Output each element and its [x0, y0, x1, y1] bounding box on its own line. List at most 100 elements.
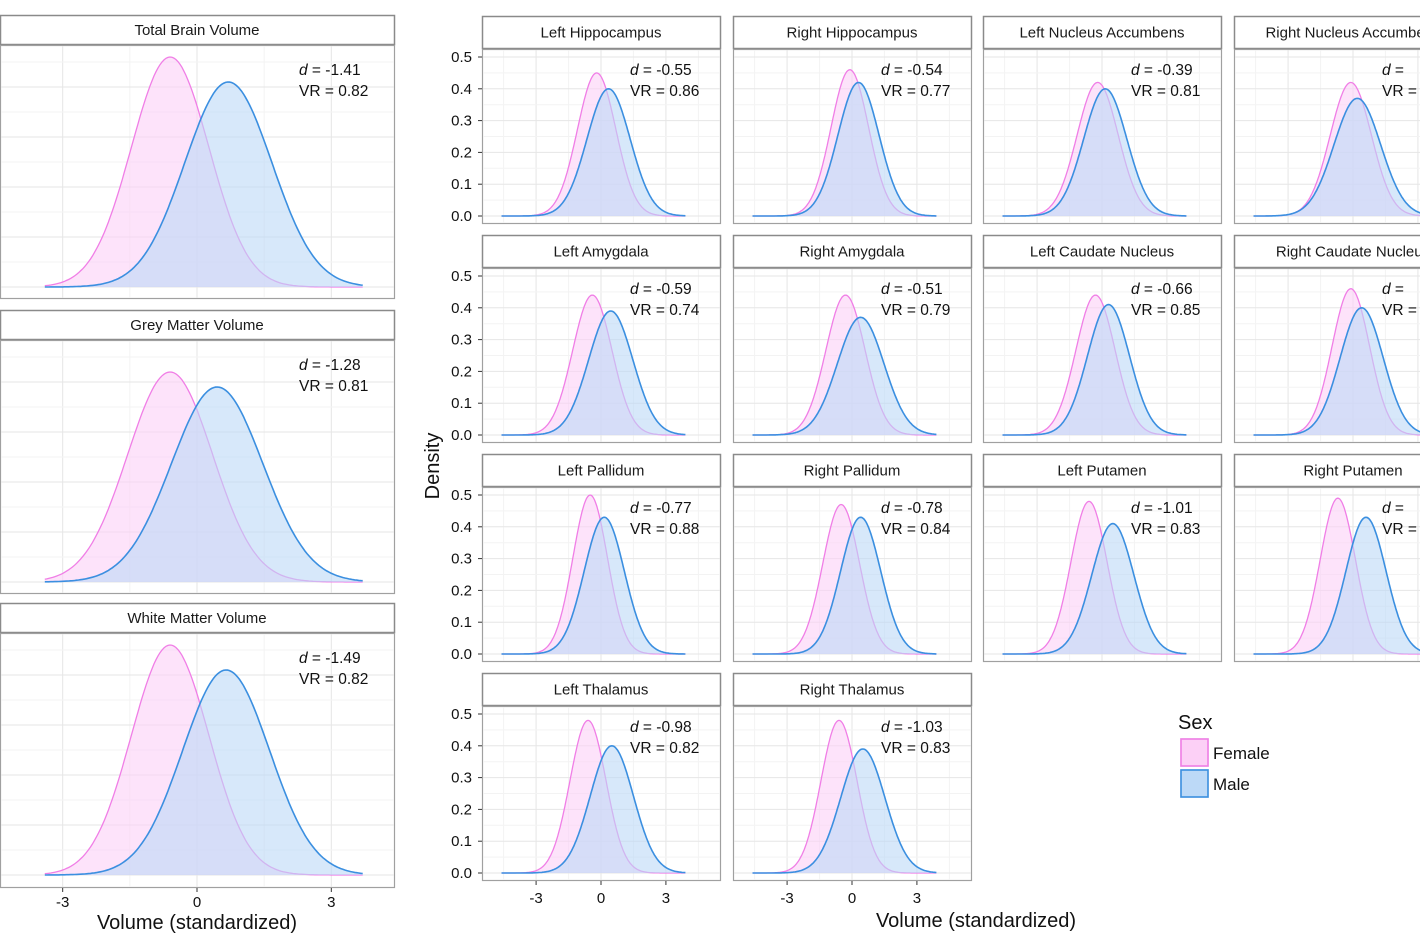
y-tick-label: 0.3 — [451, 332, 472, 349]
d-equals: = — [1391, 62, 1404, 79]
d-symbol: d — [881, 500, 891, 517]
cohens-d-label: d = — [1382, 500, 1404, 517]
d-symbol: d — [630, 500, 640, 517]
vr-value: 0.77 — [920, 83, 950, 100]
y-tick-label: 0.0 — [451, 865, 472, 882]
male-density-area — [1002, 304, 1187, 435]
cohens-d-label: d = -0.55 — [630, 62, 692, 79]
vr-prefix: VR = — [881, 521, 920, 538]
d-symbol: d — [299, 650, 309, 667]
vr-value: 0.82 — [338, 671, 368, 688]
facet-strip — [732, 15, 973, 50]
vr-value: 0.79 — [920, 302, 950, 319]
facet-panel: Left Thalamus d = -0.98 VR = 0.82 — [481, 672, 722, 882]
male-density-line — [752, 316, 937, 436]
y-tick-label: 0.1 — [451, 833, 472, 850]
male-density-area — [1253, 517, 1420, 654]
d-value: -0.54 — [907, 62, 943, 79]
d-equals: = — [890, 62, 908, 79]
d-value: -1.01 — [1157, 500, 1192, 517]
variance-ratio-label: VR = 0.81 — [299, 378, 368, 395]
facet-strip — [982, 234, 1223, 269]
facet-title: Left Nucleus Accumbens — [1019, 25, 1184, 42]
facet-strip — [1233, 234, 1420, 269]
d-value: -1.49 — [325, 650, 360, 667]
y-tick-label: 0.1 — [451, 614, 472, 631]
facet-title: Right Pallidum — [804, 463, 901, 480]
y-tick-label: 0.2 — [451, 582, 472, 599]
x-tick-label: 3 — [327, 894, 335, 911]
male-density-area — [44, 82, 363, 287]
y-tick-label: 0.1 — [451, 176, 472, 193]
male-density-line — [501, 310, 686, 436]
d-equals: = — [308, 62, 326, 79]
y-tick-label: 0.2 — [451, 363, 472, 380]
cohens-d-label: d = -0.54 — [881, 62, 943, 79]
d-value: -0.39 — [1157, 62, 1192, 79]
male-density-area — [752, 517, 937, 654]
variance-ratio-label: VR = — [1382, 521, 1417, 538]
y-tick-label: 0.4 — [451, 81, 472, 98]
d-equals: = — [308, 357, 326, 374]
variance-ratio-label: VR = 0.82 — [630, 740, 699, 757]
vr-prefix: VR = — [1382, 83, 1417, 100]
facet-title: Right Nucleus Accumbens — [1265, 25, 1420, 42]
d-symbol: d — [1131, 62, 1141, 79]
facet-strip — [0, 602, 396, 634]
facet-title: Left Caudate Nucleus — [1030, 244, 1174, 261]
vr-prefix: VR = — [881, 83, 920, 100]
facet-title: Right Amygdala — [799, 244, 905, 261]
d-symbol: d — [1382, 500, 1392, 517]
male-density-line — [1253, 97, 1420, 217]
male-density-area — [501, 311, 686, 435]
small-facets: Left Hippocampus d = -0.55 VR = 0.86 Right … — [481, 15, 1420, 882]
y-tick-label: 0.5 — [451, 487, 472, 504]
male-density-area — [501, 745, 686, 873]
vr-value: 0.74 — [669, 302, 700, 319]
male-density-area — [44, 387, 363, 582]
vr-value: 0.81 — [1170, 83, 1200, 100]
facet-title: Right Hippocampus — [787, 25, 918, 42]
facet-panel: Right Caudate Nucleus d = VR = — [1233, 234, 1420, 444]
d-value: -1.41 — [325, 62, 360, 79]
x-tick-label: -3 — [56, 894, 69, 911]
facet-panel: Left Amygdala d = -0.59 VR = 0.74 — [481, 234, 722, 444]
male-density-area — [752, 749, 937, 873]
facet-strip — [732, 672, 973, 707]
d-value: -0.66 — [1157, 281, 1192, 298]
male-density-line — [752, 516, 937, 655]
facet-strip — [481, 672, 722, 707]
cohens-d-label: d = -1.03 — [881, 719, 943, 736]
y-tick-label: 0.2 — [451, 144, 472, 161]
d-symbol: d — [1382, 281, 1392, 298]
x-tick-label: 3 — [662, 890, 670, 907]
variance-ratio-label: VR = 0.84 — [881, 521, 951, 538]
male-density-line — [44, 386, 363, 583]
d-symbol: d — [630, 281, 640, 298]
d-symbol: d — [299, 357, 309, 374]
cohens-d-label: d = -1.28 — [299, 357, 361, 374]
legend-swatch — [1180, 738, 1209, 767]
variance-ratio-label: VR = 0.81 — [1131, 83, 1200, 100]
vr-prefix: VR = — [1382, 521, 1417, 538]
cohens-d-label: d = -0.98 — [630, 719, 692, 736]
facet-strip — [1233, 15, 1420, 50]
facet-title: Grey Matter Volume — [130, 317, 263, 334]
y-tick-label: 0.3 — [451, 113, 472, 130]
vr-value: 0.82 — [338, 83, 368, 100]
legend-item-male: Male — [1180, 769, 1250, 798]
d-symbol: d — [1382, 62, 1392, 79]
facet-strip — [732, 453, 973, 488]
facet-strip — [982, 15, 1223, 50]
facet-panel: Left Putamen d = -1.01 VR = 0.83 — [982, 453, 1223, 663]
legend-label: Male — [1213, 775, 1250, 794]
d-equals: = — [639, 281, 657, 298]
x-tick-label: 3 — [913, 890, 921, 907]
vr-prefix: VR = — [881, 740, 920, 757]
variance-ratio-label: VR = 0.82 — [299, 671, 368, 688]
male-density-area — [1253, 98, 1420, 216]
facet-strip — [481, 15, 722, 50]
facet-strip — [481, 234, 722, 269]
variance-ratio-label: VR = — [1382, 302, 1417, 319]
d-equals: = — [890, 281, 908, 298]
